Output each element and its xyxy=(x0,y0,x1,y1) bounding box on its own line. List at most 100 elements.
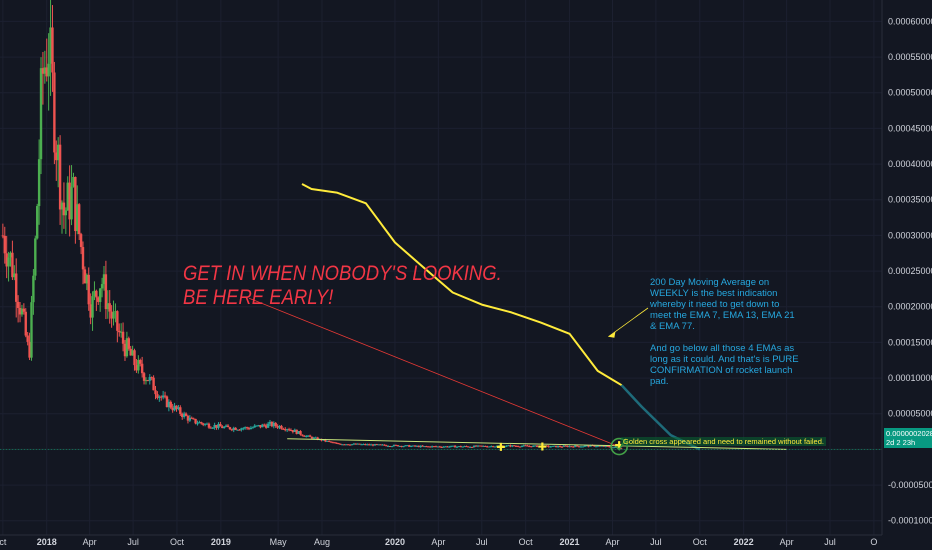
candle-body-139 xyxy=(266,423,270,428)
candle-body-190 xyxy=(364,444,367,446)
candle-body-199 xyxy=(381,444,384,446)
candle-body-129 xyxy=(247,428,251,430)
y-tick-label-9: 0.00015000 xyxy=(888,337,932,347)
candle-body-204 xyxy=(390,446,394,448)
candle-body-201 xyxy=(385,445,388,447)
candle-body-73 xyxy=(140,363,144,374)
candle-body-314 xyxy=(600,445,604,447)
candle-body-71 xyxy=(137,360,140,371)
candle-body-253 xyxy=(484,445,487,447)
candle-body-171 xyxy=(327,440,331,442)
candle-body-120 xyxy=(230,429,234,431)
x-tick-label-18: Jul xyxy=(824,537,836,547)
candle-body-35 xyxy=(68,182,71,220)
candle-body-54 xyxy=(104,274,108,310)
candle-body-39 xyxy=(76,204,79,232)
current-price-countdown: 2d 2 23h xyxy=(886,438,916,447)
candle-body-97 xyxy=(186,415,190,421)
x-tick-label-11: Oct xyxy=(519,537,534,547)
candle-body-200 xyxy=(383,444,386,446)
current-price-tag: 0.00000020283 2d 2 23h xyxy=(884,428,932,448)
candle-body-241 xyxy=(461,446,464,448)
candle-body-122 xyxy=(234,427,237,430)
candle-body-193 xyxy=(369,444,373,446)
candle-body-25 xyxy=(49,27,52,64)
candle-body-153 xyxy=(293,429,296,433)
candle-body-222 xyxy=(425,446,428,448)
candle-body-316 xyxy=(604,445,608,447)
candle-body-312 xyxy=(596,445,600,447)
candle-body-43 xyxy=(83,269,87,284)
candle-body-61 xyxy=(118,330,121,333)
candle-body-188 xyxy=(360,444,363,446)
y-tick-label-7: 0.00025000 xyxy=(888,266,932,276)
candle-body-19 xyxy=(37,159,41,207)
candle-body-305 xyxy=(583,445,587,447)
time-axis[interactable]: ct 2018 Apr Jul Oct 2019 May Aug 2020 Apr Jul Oct 20… xyxy=(0,534,882,547)
candle-body-8 xyxy=(16,301,20,308)
candle-body-99 xyxy=(190,417,193,419)
candle-body-268 xyxy=(513,445,516,447)
candle-body-274 xyxy=(524,445,527,447)
candle-body-295 xyxy=(564,445,567,447)
candle-body-285 xyxy=(545,445,548,447)
candle-body-55 xyxy=(106,303,110,310)
note-pointer-line xyxy=(608,307,649,338)
candle-body-92 xyxy=(177,407,180,410)
candle-body-111 xyxy=(213,424,216,428)
candle-body-79 xyxy=(152,377,155,391)
candle-body-173 xyxy=(331,442,335,444)
candle-body-189 xyxy=(362,444,365,446)
candle-body-81 xyxy=(156,394,159,398)
candle-body-194 xyxy=(371,444,375,446)
candle-body-229 xyxy=(438,446,442,448)
candle-body-321 xyxy=(614,446,617,448)
candle-body-269 xyxy=(514,445,518,447)
y-tick-label-1: 0.00055000 xyxy=(888,52,932,62)
candle-body-90 xyxy=(173,405,176,411)
candle-body-142 xyxy=(272,422,276,427)
candle-body-109 xyxy=(209,427,213,429)
x-tick-label-5: 2019 xyxy=(211,537,231,547)
candle-body-130 xyxy=(249,427,253,430)
candle-body-78 xyxy=(150,377,153,379)
candle-body-118 xyxy=(226,425,230,428)
candle-body-220 xyxy=(421,445,424,447)
candle-body-24 xyxy=(47,63,50,77)
note-pointer-arrowhead xyxy=(608,331,616,338)
candle-body-21 xyxy=(41,68,45,74)
headline-line-2: BE HERE EARLY! xyxy=(183,286,334,309)
candle-body-286 xyxy=(547,445,550,447)
candle-body-110 xyxy=(211,427,214,429)
candle-body-30 xyxy=(58,144,62,210)
x-tick-label-17: Apr xyxy=(780,537,794,547)
candle-body-5 xyxy=(11,252,14,278)
candle-body-14 xyxy=(28,341,31,358)
candle-body-138 xyxy=(264,425,268,428)
plus-marker-1 xyxy=(538,442,547,451)
candle-body-53 xyxy=(102,274,106,285)
candle-body-315 xyxy=(602,445,606,447)
y-tick-label-0: 0.00060000 xyxy=(888,16,932,26)
y-tick-label-4: 0.00040000 xyxy=(888,159,932,169)
candle-body-86 xyxy=(165,396,169,408)
candle-body-302 xyxy=(577,446,581,448)
candle-body-288 xyxy=(551,445,554,447)
candle-body-227 xyxy=(434,446,438,448)
candle-body-270 xyxy=(516,446,520,448)
candle-body-125 xyxy=(240,428,243,430)
candle-body-108 xyxy=(207,423,211,428)
x-tick-label-2: Apr xyxy=(83,537,97,547)
candle-body-248 xyxy=(474,445,478,447)
candle-body-272 xyxy=(520,446,524,448)
price-axis[interactable]: 0.00060000 0.00055000 0.00050000 0.00045000… xyxy=(881,0,932,550)
candle-body-178 xyxy=(341,444,344,446)
candle-body-266 xyxy=(509,445,512,447)
candle-body-197 xyxy=(377,444,380,446)
candle-body-258 xyxy=(493,446,497,448)
candle-body-147 xyxy=(282,428,285,430)
candle-body-192 xyxy=(368,444,371,446)
candle-body-177 xyxy=(339,443,342,445)
